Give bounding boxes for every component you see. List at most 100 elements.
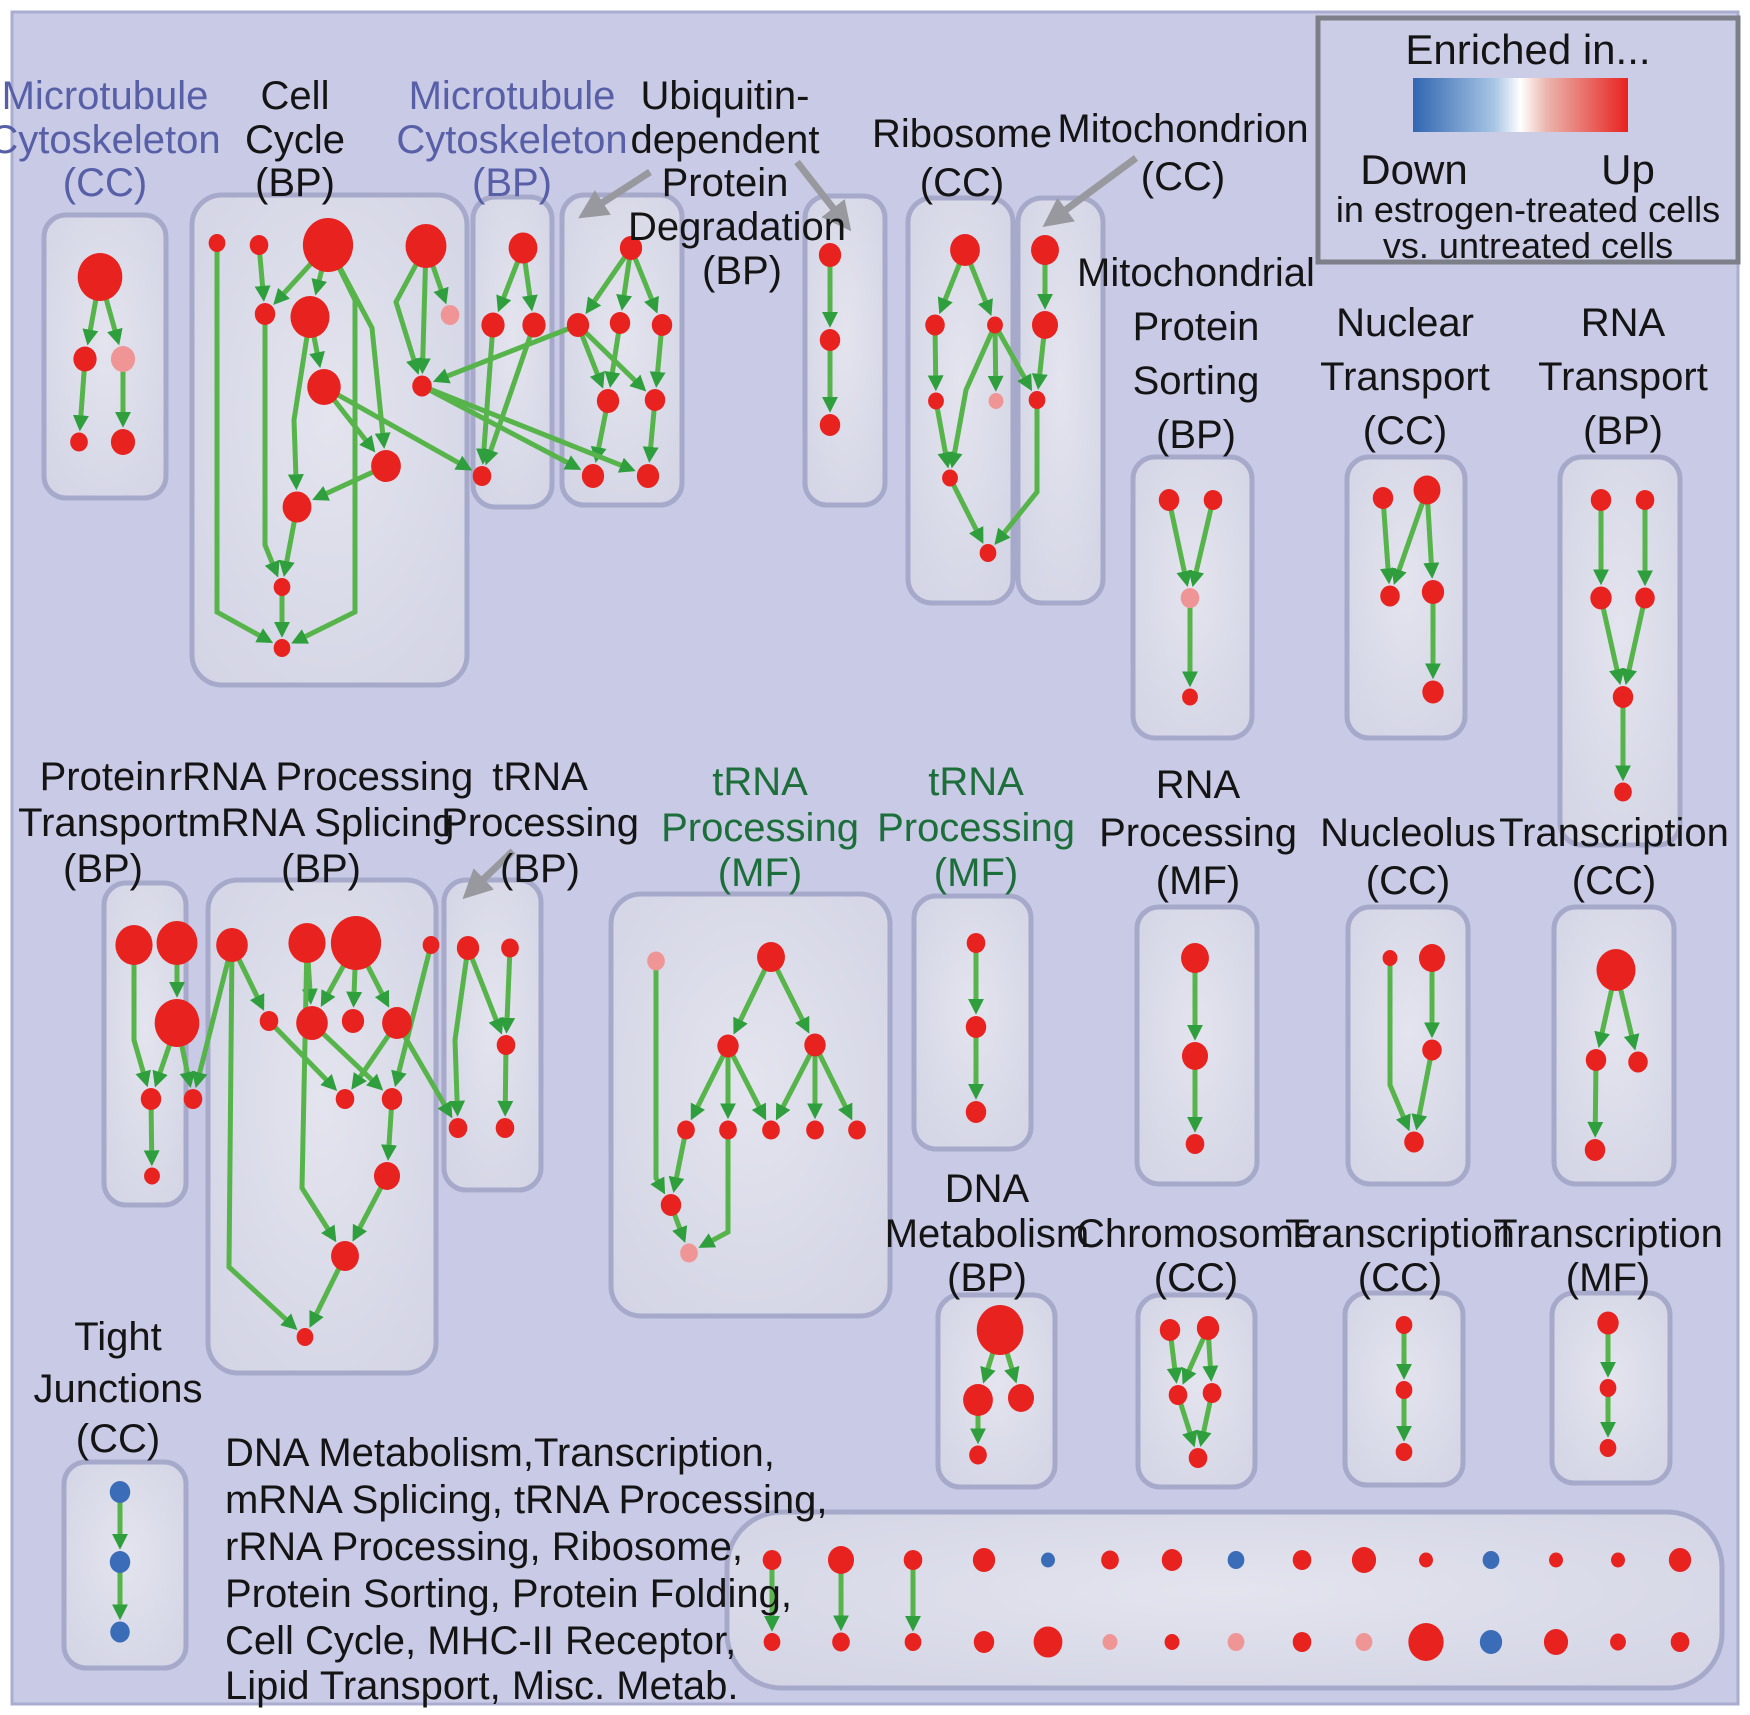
node-rna-processing-mf-0 bbox=[1181, 943, 1209, 973]
label-rna-processing-mf-line0: RNA bbox=[1156, 763, 1241, 807]
label-microtubule-bp-line0: Microtubule bbox=[409, 74, 616, 118]
edge-ubiquitin-a-5 bbox=[576, 323, 647, 392]
node-transcription-mf-0 bbox=[1597, 1311, 1619, 1335]
node-cell-cycle-11 bbox=[273, 639, 291, 657]
edge-rrna-8 bbox=[267, 1019, 338, 1091]
label-protein-transport-line1: Transport bbox=[18, 801, 188, 845]
group-box-trna-mf-big bbox=[608, 891, 893, 1319]
node-rrna-7 bbox=[382, 1007, 412, 1039]
label-rrna-mrna-line0: rRNA Processing bbox=[169, 755, 474, 799]
footer-note-line2: rRNA Processing, Ribosome, bbox=[225, 1525, 743, 1569]
node-nuclear-transport-0 bbox=[1372, 487, 1394, 509]
node-transcription-cc-1-0 bbox=[1596, 949, 1636, 991]
node-ubiquitin-a-6 bbox=[581, 464, 605, 488]
node-bottom-row-27 bbox=[1543, 1629, 1569, 1655]
node-bottom-row-7 bbox=[1227, 1551, 1245, 1569]
edge-trna-bp-0 bbox=[449, 947, 471, 1117]
edge-ribosome-6 bbox=[947, 476, 984, 544]
cross-edge-rrna-to-protein-transport-6 bbox=[191, 944, 235, 1089]
label-trna-mf-1-line0: tRNA bbox=[712, 760, 808, 804]
group-box-nuclear-transport bbox=[1344, 454, 1468, 741]
label-transcription-cc-2-line1: (CC) bbox=[1358, 1256, 1442, 1300]
node-transcription-cc-1-1 bbox=[1585, 1049, 1607, 1071]
group-box-bottom-row bbox=[724, 1509, 1725, 1691]
edge-transcription-cc-1-2 bbox=[1587, 1059, 1604, 1138]
node-nucleolus-2 bbox=[1422, 1039, 1442, 1061]
node-protein-transport-5 bbox=[144, 1167, 160, 1185]
node-bottom-row-12 bbox=[1549, 1552, 1563, 1568]
label-rrna-mrna-line1: mRNA Splicing bbox=[188, 801, 455, 845]
group-box-rna-transport bbox=[1557, 454, 1683, 848]
label-microtubule-cc-line2: (CC) bbox=[63, 161, 147, 205]
node-microtubule-bp-3 bbox=[472, 466, 492, 486]
legend-down-label: Down bbox=[1360, 146, 1467, 193]
label-ubiquitin-line0: Ubiquitin- bbox=[641, 74, 810, 118]
node-trna-mf-big-9 bbox=[660, 1194, 682, 1216]
node-ribosome-5 bbox=[942, 469, 958, 487]
edge-trna-mf-big-8 bbox=[812, 1043, 853, 1121]
label-mito-sorting-line1: Protein bbox=[1133, 305, 1260, 349]
node-protein-transport-0 bbox=[115, 925, 153, 965]
label-dna-metabolism-line1: Metabolism bbox=[885, 1212, 1090, 1256]
label-tight-junctions-line2: (CC) bbox=[76, 1417, 160, 1461]
node-mitochondrion-1 bbox=[1031, 311, 1059, 339]
node-ribosome-6 bbox=[979, 544, 997, 562]
label-microtubule-cc-line0: Microtubule bbox=[2, 74, 209, 118]
node-microtubule-bp-2 bbox=[522, 312, 546, 338]
cross-edge-mitochondrion-to-ribosome-5 bbox=[994, 400, 1040, 546]
group-box-transcription-cc-1 bbox=[1551, 904, 1677, 1187]
node-bottom-row-5 bbox=[1101, 1550, 1119, 1570]
node-bottom-row-16 bbox=[832, 1632, 850, 1652]
node-rrna-6 bbox=[341, 1009, 365, 1033]
node-ubiquitin-a-7 bbox=[636, 464, 660, 488]
node-bottom-row-26 bbox=[1479, 1630, 1503, 1654]
edge-nuclear-transport-1 bbox=[1391, 489, 1430, 585]
node-dna-metabolism-3 bbox=[969, 1445, 987, 1465]
label-transcription-cc-1-line0: Transcription bbox=[1499, 811, 1729, 855]
node-rrna-3 bbox=[422, 936, 440, 954]
node-rrna-1 bbox=[288, 923, 326, 963]
node-dna-metabolism-0 bbox=[976, 1305, 1024, 1355]
label-trna-mf-1-line1: Processing bbox=[661, 806, 859, 850]
edge-trna-bp-1 bbox=[465, 947, 504, 1035]
cross-edge-rrna-to-trna-bp-7 bbox=[394, 1021, 453, 1119]
node-microtubule-cc-0 bbox=[77, 253, 123, 301]
legend-box bbox=[1315, 15, 1741, 265]
node-trna-mf-big-1 bbox=[757, 942, 785, 972]
node-cell-cycle-10 bbox=[273, 578, 291, 596]
node-rna-processing-mf-1 bbox=[1181, 1042, 1209, 1070]
cross-edge-cell-cycle-to-ubiquitin-a-2 bbox=[420, 383, 582, 470]
label-transcription-cc-1-line1: (CC) bbox=[1572, 859, 1656, 903]
label-cell-cycle-line2: (BP) bbox=[255, 161, 335, 205]
pointer-arrow-trna-bp-to-box bbox=[462, 848, 516, 900]
group-box-dna-metabolism bbox=[935, 1292, 1058, 1490]
node-ribosome-2 bbox=[987, 316, 1003, 334]
edge-mito-sorting-0 bbox=[1166, 499, 1193, 588]
label-nuclear-transport-line1: Transport bbox=[1320, 355, 1490, 399]
node-bottom-row-3 bbox=[972, 1548, 996, 1572]
footer-note-line5: Lipid Transport, Misc. Metab. bbox=[225, 1664, 739, 1708]
label-rrna-mrna-line2: (BP) bbox=[281, 847, 361, 891]
label-trna-bp-line0: tRNA bbox=[492, 755, 588, 799]
label-mito-sorting-line3: (BP) bbox=[1156, 413, 1236, 457]
edge-microtubule-bp-2 bbox=[475, 324, 496, 465]
node-cell-cycle-2 bbox=[302, 218, 354, 272]
edge-nucleolus-1 bbox=[1411, 1049, 1435, 1131]
label-mitochondrion-line1: (CC) bbox=[1141, 155, 1225, 199]
node-cell-cycle-9 bbox=[282, 491, 312, 523]
node-cell-cycle-5 bbox=[290, 296, 330, 338]
node-microtubule-cc-4 bbox=[110, 429, 136, 455]
node-bottom-row-20 bbox=[1102, 1634, 1118, 1650]
label-trna-mf-1-line2: (MF) bbox=[718, 851, 802, 895]
label-nucleolus-line1: (CC) bbox=[1366, 859, 1450, 903]
node-rna-transport-4 bbox=[1612, 686, 1634, 708]
nodes-layer bbox=[70, 218, 1692, 1661]
edge-ubiquitin-a-0 bbox=[585, 246, 634, 315]
node-bottom-row-10 bbox=[1419, 1552, 1433, 1568]
labels-layer: MicrotubuleCytoskeleton(CC)CellCycle(BP)… bbox=[0, 74, 1729, 1708]
node-nucleolus-3 bbox=[1404, 1131, 1424, 1153]
edge-rna-transport-3 bbox=[1621, 597, 1648, 686]
node-ubiquitin-a-3 bbox=[651, 314, 673, 336]
edge-cell-cycle-5 bbox=[291, 243, 358, 644]
footer-note-line1: mRNA Splicing, tRNA Processing, bbox=[225, 1478, 827, 1522]
